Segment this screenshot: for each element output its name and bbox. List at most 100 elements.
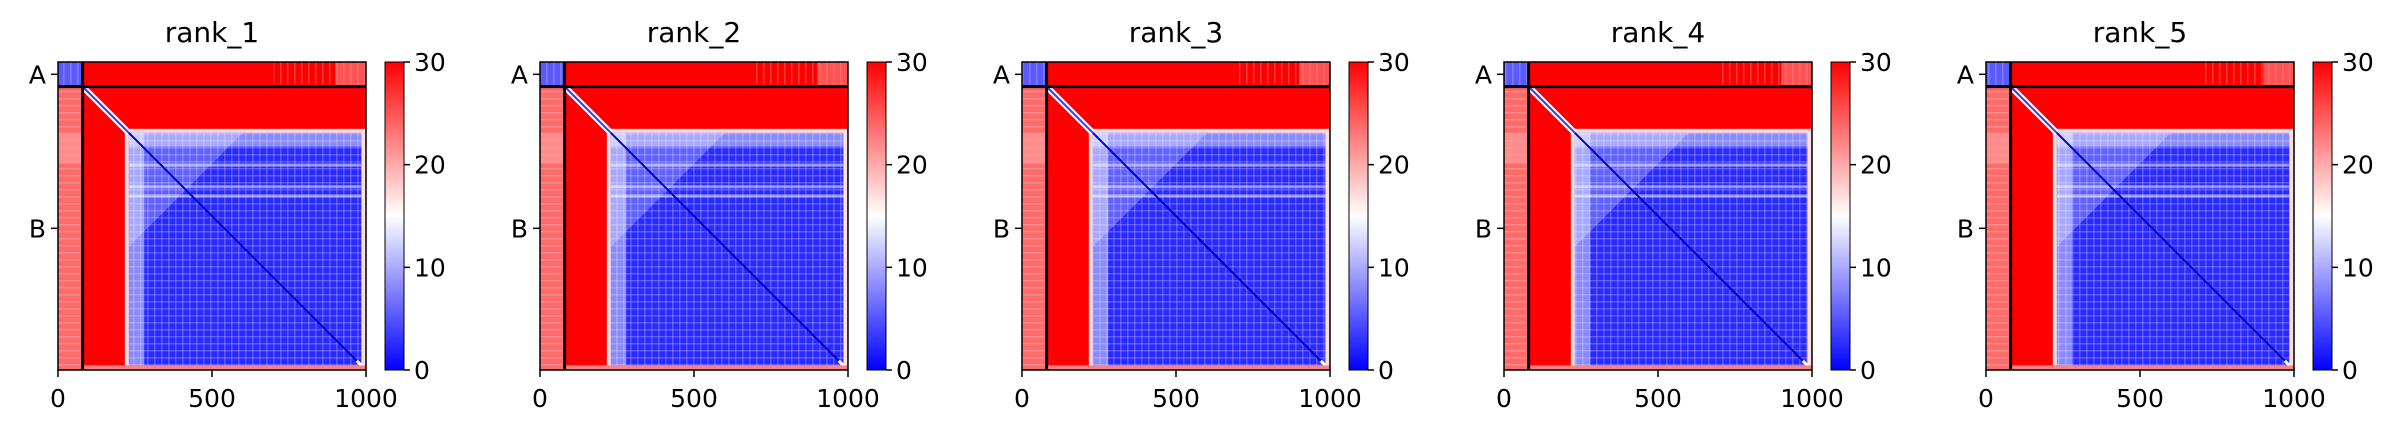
chain-label: A: [993, 60, 1010, 89]
domain-line-1: [1574, 163, 1808, 167]
linker-diagonal: [564, 86, 612, 134]
main-diagonal: [128, 132, 367, 371]
domain-line-3: [1092, 194, 1326, 198]
colorbar-tick-label: 20: [1860, 151, 1892, 180]
domain-line-1: [1092, 163, 1326, 167]
colorbar: [2313, 62, 2332, 370]
x-tick-label: 0: [1014, 384, 1030, 413]
colorbar: [1349, 62, 1368, 370]
x-tick-label: 500: [188, 384, 236, 413]
colorbar-tick-label: 0: [2342, 356, 2358, 385]
ab-interaction-texture: [1504, 86, 1529, 370]
domain-edge-col: [1092, 132, 1109, 366]
chain-label: A: [1475, 60, 1492, 89]
colorbar-tick-label: 30: [1860, 48, 1892, 77]
ab-interaction-band: [540, 132, 565, 164]
chain-label: A: [29, 60, 46, 89]
x-tick-label: 500: [1152, 384, 1200, 413]
colorbar-tick-label: 10: [2342, 253, 2374, 282]
x-tick-label: 500: [2116, 384, 2164, 413]
x-tick-label: 1000: [1780, 384, 1844, 413]
colorbar: [385, 62, 404, 370]
domain-edge-col: [2056, 132, 2073, 366]
colorbar-tick-label: 30: [414, 48, 446, 77]
colorbar-tick-label: 30: [2342, 48, 2374, 77]
colorbar-frame: [384, 61, 405, 371]
domain-edge-col: [610, 132, 627, 366]
domain-edge-col: [1574, 132, 1591, 366]
tail-row: [2011, 365, 2294, 370]
domain-line-3: [128, 194, 362, 198]
colorbar-frame: [1830, 61, 1851, 371]
main-diagonal: [1574, 132, 1813, 371]
ab-interaction-texture: [58, 86, 83, 370]
panel-title: rank_5: [2093, 16, 2187, 49]
chain-label: B: [1475, 214, 1492, 243]
tail-row: [1529, 365, 1812, 370]
domain-edge-row: [1574, 132, 1808, 147]
chain-label: A: [1957, 60, 1974, 89]
x-tick-label: 1000: [334, 384, 398, 413]
domain-line-1: [128, 163, 362, 167]
colorbar-tick-label: 30: [1378, 48, 1410, 77]
colorbar-frame: [866, 61, 887, 371]
x-tick-label: 1000: [1298, 384, 1362, 413]
linker-diagonal: [2010, 86, 2058, 134]
ba-interaction-fade: [817, 62, 848, 87]
panel-4: rank_4 A B 0 500 1000 0 10 20 30: [1475, 16, 1892, 413]
ba-interaction-fade: [1299, 62, 1330, 87]
colorbar-tick-label: 10: [896, 253, 928, 282]
domain-line-3: [610, 194, 844, 198]
colorbar: [1831, 62, 1850, 370]
panel-2: rank_2 A B 0 500 1000 0 10 20 30: [511, 16, 928, 413]
tail-row: [1047, 365, 1330, 370]
colorbar-tick-label: 30: [896, 48, 928, 77]
domain-line-1: [2056, 163, 2290, 167]
x-tick-label: 0: [532, 384, 548, 413]
domain-edge-row: [1092, 132, 1326, 147]
chain-label: A: [511, 60, 528, 89]
x-tick-label: 0: [1496, 384, 1512, 413]
x-tick-label: 500: [670, 384, 718, 413]
colorbar-frame: [2312, 61, 2333, 371]
ab-interaction-band: [1022, 132, 1047, 164]
ba-interaction-fade: [1781, 62, 1812, 87]
ab-interaction-band: [1986, 132, 2011, 164]
tail-row: [83, 365, 366, 370]
domain-line-2: [2056, 185, 2290, 189]
domain-line-3: [2056, 194, 2290, 198]
chain-label: B: [511, 214, 528, 243]
colorbar-tick-label: 10: [414, 253, 446, 282]
main-diagonal: [1092, 132, 1331, 371]
domain-line-1: [610, 163, 844, 167]
ab-interaction-band: [58, 132, 83, 164]
domain-edge-row: [128, 132, 362, 147]
domain-edge-row: [2056, 132, 2290, 147]
colorbar-tick-label: 0: [1378, 356, 1394, 385]
chain-label: B: [993, 214, 1010, 243]
x-tick-label: 0: [50, 384, 66, 413]
colorbar-tick-label: 0: [1860, 356, 1876, 385]
ba-interaction-fade: [335, 62, 366, 87]
ab-interaction-texture: [540, 86, 565, 370]
colorbar: [867, 62, 886, 370]
ab-interaction-texture: [1986, 86, 2011, 370]
chain-label: B: [1957, 214, 1974, 243]
x-tick-label: 500: [1634, 384, 1682, 413]
panel-5: rank_5 A B 0 500 1000 0 10 20 30: [1957, 16, 2374, 413]
colorbar-tick-label: 10: [1378, 253, 1410, 282]
colorbar-tick-label: 10: [1860, 253, 1892, 282]
domain-line-2: [1092, 185, 1326, 189]
ab-interaction-texture: [1022, 86, 1047, 370]
domain-edge-row: [610, 132, 844, 147]
tail-row: [565, 365, 848, 370]
linker-diagonal: [1528, 86, 1576, 134]
panel-title: rank_4: [1611, 16, 1705, 49]
colorbar-tick-label: 20: [2342, 151, 2374, 180]
colorbar-frame: [1348, 61, 1369, 371]
x-tick-label: 0: [1978, 384, 1994, 413]
colorbar-tick-label: 0: [896, 356, 912, 385]
chain-label: B: [29, 214, 46, 243]
